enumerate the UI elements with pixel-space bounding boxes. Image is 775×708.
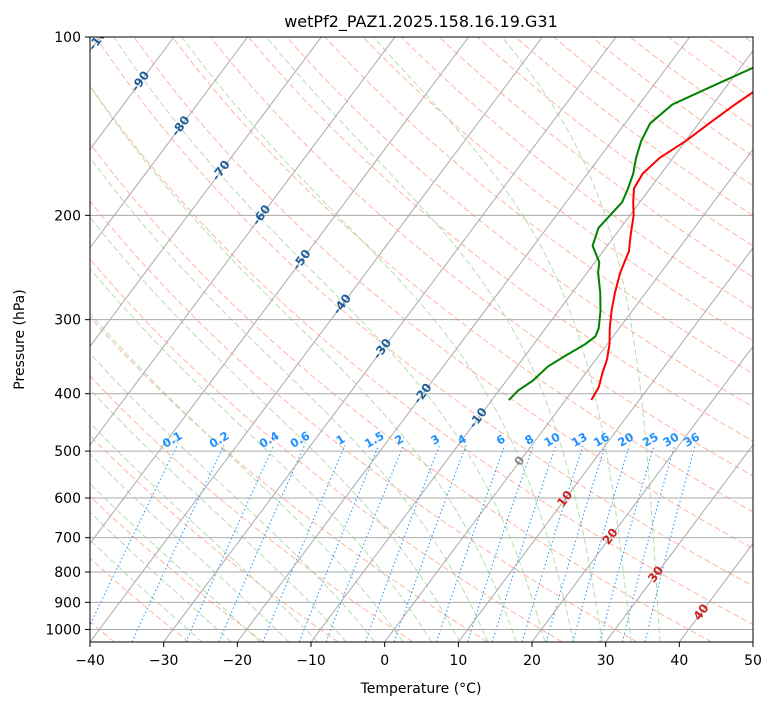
y-tick-label: 100	[54, 30, 81, 46]
mixing-ratio-line	[298, 445, 380, 642]
dry-adiabat	[400, 37, 753, 310]
dry-adiabat	[362, 37, 753, 342]
mixing-ratio-line	[131, 445, 225, 642]
isotherm-line	[90, 37, 249, 249]
x-tick-label: 30	[597, 653, 615, 669]
x-tick-label: 0	[380, 653, 389, 669]
x-tick-label: 50	[744, 653, 762, 669]
sounding-traces	[508, 66, 753, 401]
dry-adiabat	[324, 37, 753, 375]
x-tick-label: 10	[449, 653, 467, 669]
mixing-ratio-value-label: 16	[591, 430, 612, 450]
x-tick-label: 20	[523, 653, 541, 669]
dry-adiabat	[90, 142, 712, 642]
y-tick-label: 600	[54, 491, 81, 507]
dry-adiabat	[286, 37, 753, 408]
dry-adiabat	[591, 37, 753, 157]
mixing-ratio-line	[364, 445, 440, 642]
moist-adiabat	[90, 216, 461, 642]
mixing-ratio-value-label: 30	[660, 430, 681, 450]
dry-adiabat	[90, 84, 753, 626]
moist-adiabat	[113, 37, 546, 642]
dry-adiabat	[171, 37, 753, 513]
mixing-ratio-line	[467, 445, 534, 642]
y-tick-label: 500	[54, 444, 81, 460]
moist-adiabat	[266, 37, 603, 642]
isotherm-line	[531, 345, 753, 642]
axes: −40 −30 −20 −10 0 10 20 30 40 50 100 200 300 400 500 60…	[45, 30, 762, 669]
background-lines	[90, 37, 753, 642]
mixing-ratio-value-label: 20	[615, 430, 636, 450]
dry-adiabat	[515, 37, 753, 217]
chart-title: wetPf2_PAZ1.2025.158.16.19.G31	[284, 12, 558, 32]
temperature-trace	[590, 90, 753, 401]
moist-adiabat	[90, 483, 261, 642]
moist-adiabat	[90, 312, 404, 642]
moist-adiabat	[90, 352, 376, 642]
mixing-ratio-value-label: 13	[569, 430, 590, 450]
x-tick-label: −40	[75, 653, 105, 669]
mixing-ratio-value-label: 25	[640, 430, 661, 450]
isotherm-line	[90, 37, 543, 642]
mixing-ratio-line	[262, 445, 346, 642]
moist-adiabat	[90, 422, 319, 642]
y-tick-label: 300	[54, 313, 81, 329]
moist-adiabat	[90, 156, 489, 642]
dry-adiabat	[90, 434, 339, 642]
mixing-ratio-line	[491, 445, 557, 642]
mixing-ratio-line	[325, 445, 404, 642]
dry-adiabat	[90, 375, 414, 642]
moist-adiabat	[90, 388, 347, 642]
isotherm-line	[310, 49, 753, 642]
dry-adiabat	[90, 200, 638, 642]
mixing-ratio-value-label: 10	[542, 430, 563, 450]
dry-adiabat	[553, 37, 753, 187]
mixing-ratio-line	[90, 445, 178, 626]
isotherm-line	[90, 37, 322, 348]
moist-adiabat	[181, 37, 575, 642]
isotherm-line	[457, 247, 753, 642]
mixing-ratio-value-label: 36	[681, 430, 702, 450]
y-axis-title: Pressure (hPa)	[12, 289, 28, 389]
x-tick-label: −20	[223, 653, 253, 669]
x-tick-label: −10	[296, 653, 326, 669]
isotherm-line	[90, 37, 396, 446]
moist-adiabat	[372, 37, 632, 642]
moist-adiabat	[90, 539, 203, 642]
isotherm-line	[163, 37, 617, 642]
y-tick-label: 700	[54, 531, 81, 547]
mixing-ratio-line	[435, 445, 506, 642]
moist-adiabat	[90, 267, 432, 642]
mixing-ratio-line	[644, 445, 696, 642]
isotherm-line	[90, 37, 175, 151]
isotherm-line	[90, 37, 470, 545]
dewpoint-trace	[508, 66, 753, 401]
x-tick-label: −30	[149, 653, 179, 669]
plot-frame	[89, 36, 754, 643]
dry-adiabat	[248, 37, 753, 442]
dry-adiabat	[133, 37, 753, 550]
moist-adiabat	[90, 453, 290, 642]
isotherm-line	[384, 148, 753, 642]
x-axis-title: Temperature (°C)	[360, 681, 482, 697]
isotherm-line	[236, 37, 691, 642]
y-tick-label: 200	[54, 208, 81, 224]
mixing-ratio-line	[621, 445, 675, 642]
moist-adiabat	[90, 85, 517, 642]
y-tick-label: 900	[54, 595, 81, 611]
isotherm-line	[605, 444, 753, 642]
y-tick-label: 400	[54, 387, 81, 403]
moist-adiabat	[501, 37, 661, 642]
y-tick-label: 800	[54, 565, 81, 581]
x-tick-label: 40	[670, 653, 688, 669]
y-tick-label: 1000	[45, 622, 81, 638]
dry-adiabat	[95, 37, 753, 587]
mixing-ratio-line	[393, 445, 467, 642]
